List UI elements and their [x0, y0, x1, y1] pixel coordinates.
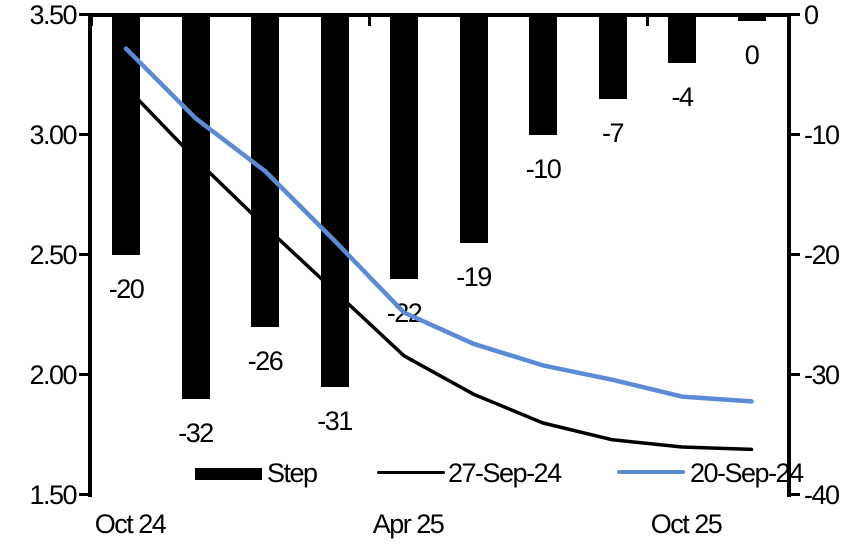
right-axis-tick: [787, 253, 800, 256]
right-axis-tick-label: -20: [804, 240, 840, 270]
x-axis-label: Oct 25: [650, 509, 723, 539]
left-axis-tick: [79, 133, 92, 136]
x-axis-group-tick: [646, 17, 650, 26]
bar-value-label: -22: [386, 298, 423, 328]
bar-value-label: -20: [108, 274, 145, 304]
step-bar: [390, 16, 418, 279]
left-axis-tick: [79, 493, 92, 496]
left-axis-tick-label: 2.00: [29, 360, 77, 390]
right-axis-tick-label: 0: [804, 0, 819, 30]
step-bar: [459, 16, 488, 243]
left-axis-tick: [79, 253, 92, 256]
x-axis-label: Oct 24: [94, 509, 167, 539]
zero-baseline: [88, 13, 791, 17]
right-axis-tick: [787, 133, 800, 136]
x-axis-group-tick: [368, 17, 372, 26]
line-20-sep-24: [123, 46, 754, 404]
right-axis-tick-label: -30: [804, 360, 840, 390]
right-axis-tick-label: -40: [804, 480, 840, 510]
legend-swatch-27-sep-24: [377, 471, 445, 474]
right-axis-tick: [787, 373, 800, 376]
step-bar: [668, 16, 696, 63]
line-27-sep-24: [124, 85, 754, 452]
bar-value-label: 0: [744, 40, 760, 70]
bar-value-label: -7: [601, 118, 625, 148]
left-axis-tick-label: 1.50: [29, 480, 77, 510]
right-axis-tick: [787, 493, 800, 496]
step-bar: [112, 16, 140, 255]
legend-label: 27-Sep-24: [448, 458, 562, 488]
left-axis-tick-label: 2.50: [29, 240, 77, 270]
legend-swatch-step: [195, 468, 262, 480]
legend-label: 20-Sep-24: [690, 458, 804, 488]
x-axis-label: Apr 25: [372, 509, 445, 539]
bar-value-label: -32: [178, 418, 214, 448]
bar-value-label: -4: [671, 82, 694, 112]
step-bar: [181, 16, 210, 399]
left-axis-tick-label: 3.50: [29, 0, 77, 30]
right-axis-tick-label: -10: [804, 120, 840, 150]
step-bar: [320, 16, 349, 387]
legend-label: Step: [267, 458, 318, 488]
bar-value-label: -19: [456, 262, 492, 292]
step-bar: [598, 16, 627, 99]
bar-value-label: -10: [525, 154, 562, 184]
step-bar: [529, 16, 557, 135]
x-axis-group-tick: [90, 17, 94, 26]
left-axis-tick-label: 3.00: [29, 120, 77, 150]
step-bar: [737, 16, 766, 21]
legend-swatch-20-sep-24: [617, 470, 685, 474]
bar-value-label: -26: [247, 346, 284, 376]
left-axis-tick: [79, 13, 92, 16]
bar-value-label: -31: [317, 406, 353, 436]
step-bar: [251, 16, 279, 327]
right-axis-tick: [787, 13, 800, 16]
left-axis-tick: [79, 373, 92, 376]
